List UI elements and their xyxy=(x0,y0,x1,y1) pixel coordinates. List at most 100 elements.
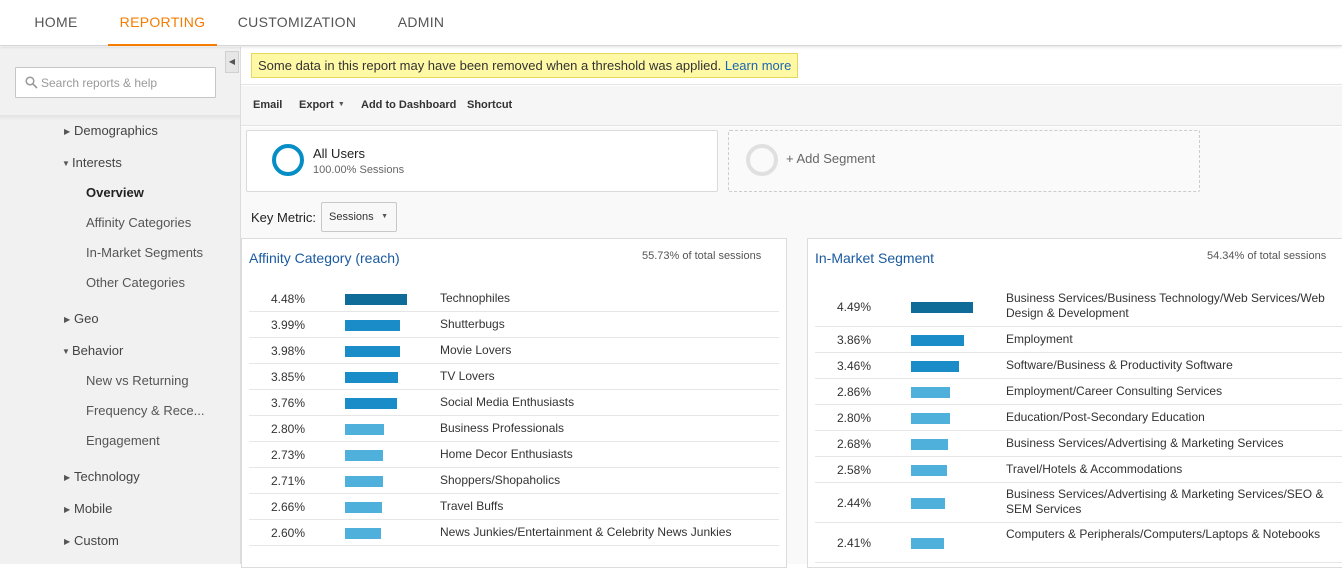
row-percentage: 3.86% xyxy=(837,333,872,347)
collapse-sidebar-button[interactable]: ◀ xyxy=(225,51,239,73)
row-label[interactable]: Education/Post-Secondary Education xyxy=(1006,410,1205,424)
learn-more-link[interactable]: Learn more xyxy=(724,58,792,73)
sidebar-item-geo[interactable]: ▶ Geo xyxy=(64,311,99,326)
row-percentage: 2.58% xyxy=(837,463,872,477)
row-bar xyxy=(345,476,383,487)
segment-all-users[interactable]: All Users 100.00% Sessions xyxy=(246,130,718,192)
caret-right-icon: ▶ xyxy=(64,537,71,546)
table-row[interactable]: 3.98% Movie Lovers xyxy=(249,338,779,364)
tab-admin[interactable]: ADMIN xyxy=(397,14,445,30)
table-row[interactable]: 2.86% Employment/Career Consulting Servic… xyxy=(815,379,1342,405)
table-row[interactable]: 2.66% Travel Buffs xyxy=(249,494,779,520)
sidebar-item-overview[interactable]: Overview xyxy=(86,185,144,200)
sidebar: ▶Demographics ▼Interests Overview Affini… xyxy=(0,47,240,564)
table-row[interactable]: 2.44% Business Services/Advertising & Mar… xyxy=(815,483,1342,523)
sidebar-item-technology[interactable]: ▶ Technology xyxy=(64,469,140,484)
table-row[interactable]: 2.80% Business Professionals xyxy=(249,416,779,442)
row-label[interactable]: Home Decor Enthusiasts xyxy=(440,447,573,461)
tab-customization[interactable]: CUSTOMIZATION xyxy=(237,14,357,30)
row-bar xyxy=(345,450,383,461)
table-row[interactable]: 2.58% Travel/Hotels & Accommodations xyxy=(815,457,1342,483)
table-row[interactable]: 2.80% Education/Post-Secondary Education xyxy=(815,405,1342,431)
key-metric-value: Sessions xyxy=(329,211,374,223)
row-label[interactable]: Software/Business & Productivity Softwar… xyxy=(1006,358,1233,372)
sidebar-item-interests[interactable]: ▼ Interests xyxy=(62,155,122,170)
row-label[interactable]: News Junkies/Entertainment & Celebrity N… xyxy=(440,525,732,539)
row-percentage: 2.44% xyxy=(837,496,872,510)
email-button[interactable]: Email xyxy=(253,99,283,111)
chevron-down-icon: ▼ xyxy=(381,213,388,220)
row-bar xyxy=(911,335,964,346)
key-metric-label: Key Metric: xyxy=(251,210,317,225)
row-label[interactable]: Employment/Career Consulting Services xyxy=(1006,384,1223,398)
table-row[interactable]: 2.73% Home Decor Enthusiasts xyxy=(249,442,779,468)
search-input[interactable] xyxy=(41,68,211,97)
row-label[interactable]: Technophiles xyxy=(440,291,511,305)
table-row[interactable]: 4.49% Business Services/Business Technolo… xyxy=(815,287,1342,327)
row-label[interactable]: Business Services/Advertising & Marketin… xyxy=(1006,487,1324,516)
key-metric-select[interactable]: Sessions ▼ xyxy=(321,202,397,232)
sidebar-item-other-categories[interactable]: Other Categories xyxy=(86,275,185,290)
row-label[interactable]: TV Lovers xyxy=(440,369,495,383)
shortcut-button[interactable]: Shortcut xyxy=(467,99,513,111)
add-segment-box[interactable]: + Add Segment xyxy=(728,130,1200,192)
row-bar xyxy=(345,372,398,383)
table-row[interactable]: 4.48% Technophiles xyxy=(249,286,779,312)
sidebar-item-new-vs-returning[interactable]: New vs Returning xyxy=(86,373,189,388)
sidebar-item-label: Geo xyxy=(74,311,99,326)
row-percentage: 2.86% xyxy=(837,385,872,399)
table-row[interactable]: 2.71% Shoppers/Shopaholics xyxy=(249,468,779,494)
add-to-dashboard-button[interactable]: Add to Dashboard xyxy=(361,99,457,111)
sidebar-item-mobile[interactable]: ▶ Mobile xyxy=(64,501,112,516)
row-percentage: 2.73% xyxy=(271,448,306,462)
sidebar-item-behavior[interactable]: ▼ Behavior xyxy=(62,343,123,358)
segment-ring-icon xyxy=(272,144,304,176)
row-bar xyxy=(345,320,400,331)
table-row[interactable]: 3.99% Shutterbugs xyxy=(249,312,779,338)
row-label[interactable]: Business Services/Business Technology/We… xyxy=(1006,291,1325,320)
sidebar-item-demographics[interactable]: ▶ Demographics xyxy=(64,123,158,138)
caret-right-icon: ▶ xyxy=(64,315,71,324)
affinity-category-panel: Affinity Category (reach) 55.73% of tota… xyxy=(241,238,787,568)
row-label[interactable]: Travel/Hotels & Accommodations xyxy=(1006,462,1183,476)
affinity-panel-title[interactable]: Affinity Category (reach) xyxy=(249,250,400,266)
row-percentage: 3.76% xyxy=(271,396,306,410)
inmarket-panel-title[interactable]: In-Market Segment xyxy=(815,250,935,266)
row-label[interactable]: Business Services/Advertising & Marketin… xyxy=(1006,436,1284,450)
table-row[interactable]: 2.60% News Junkies/Entertainment & Celebr… xyxy=(249,520,779,546)
row-percentage: 2.80% xyxy=(271,422,306,436)
sidebar-item-in-market-segments[interactable]: In-Market Segments xyxy=(86,245,204,260)
tab-reporting[interactable]: REPORTING xyxy=(108,0,217,46)
row-label[interactable]: Social Media Enthusiasts xyxy=(440,395,575,409)
row-percentage: 2.80% xyxy=(837,411,872,425)
sidebar-item-custom[interactable]: ▶ Custom xyxy=(64,533,119,548)
table-row[interactable]: 2.41% Computers & Peripherals/Computers/L… xyxy=(815,523,1342,563)
table-row[interactable]: 3.46% Software/Business & Productivity So… xyxy=(815,353,1342,379)
table-row[interactable]: 3.85% TV Lovers xyxy=(249,364,779,390)
row-label[interactable]: Shoppers/Shopaholics xyxy=(440,473,561,487)
add-segment-button[interactable]: + Add Segment xyxy=(786,151,876,166)
row-bar xyxy=(345,502,382,513)
row-label[interactable]: Travel Buffs xyxy=(440,499,504,513)
row-label[interactable]: Computers & Peripherals/Computers/Laptop… xyxy=(1006,527,1321,541)
top-nav: HOME REPORTING CUSTOMIZATION ADMIN xyxy=(0,0,1342,46)
table-row[interactable]: 3.76% Social Media Enthusiasts xyxy=(249,390,779,416)
table-row[interactable]: 2.68% Business Services/Advertising & Mar… xyxy=(815,431,1342,457)
caret-right-icon: ▶ xyxy=(64,473,71,482)
sidebar-item-frequency-recency[interactable]: Frequency & Rece... xyxy=(86,403,205,418)
inmarket-total-sessions: 54.34% of total sessions xyxy=(1207,250,1327,262)
row-label[interactable]: Business Professionals xyxy=(440,421,565,435)
tab-home[interactable]: HOME xyxy=(34,14,78,30)
sidebar-item-engagement[interactable]: Engagement xyxy=(86,433,160,448)
row-label[interactable]: Shutterbugs xyxy=(440,317,505,331)
row-label[interactable]: Employment xyxy=(1006,332,1073,346)
table-row[interactable]: 3.86% Employment xyxy=(815,327,1342,353)
sidebar-item-affinity-categories[interactable]: Affinity Categories xyxy=(86,215,192,230)
search-box[interactable] xyxy=(15,67,216,98)
row-label[interactable]: Movie Lovers xyxy=(440,343,512,357)
sidebar-item-label: Interests xyxy=(72,155,122,170)
export-button[interactable]: Export ▼ xyxy=(299,99,345,111)
caret-left-icon: ◀ xyxy=(228,57,236,66)
chevron-down-icon: ▼ xyxy=(337,101,345,108)
row-percentage: 3.85% xyxy=(271,370,306,384)
